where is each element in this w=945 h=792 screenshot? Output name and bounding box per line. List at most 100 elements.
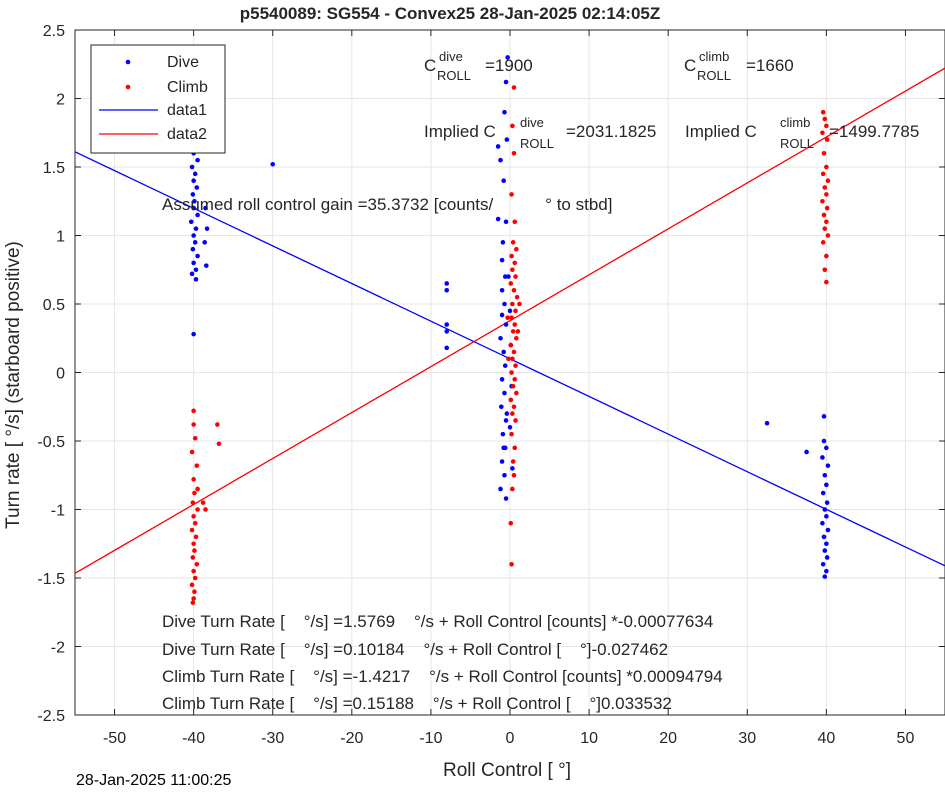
point-climb [192,575,198,581]
point-climb [189,527,195,533]
point-climb [192,589,197,594]
point-dive [188,219,194,225]
roll-subscript: ROLL [437,68,471,83]
chart-title: p5540089: SG554 - Convex25 28-Jan-2025 0… [240,4,661,23]
point-climb [824,219,829,225]
point-dive [820,490,826,496]
point-climb [825,178,831,183]
point-dive [824,445,829,451]
c-letter: C [424,56,436,75]
point-dive [507,308,513,314]
point-climb [506,356,511,362]
point-dive [506,274,511,279]
point-climb [820,171,826,177]
point-climb [215,422,220,427]
point-dive [498,486,503,492]
dive-superscript: dive [439,49,463,64]
point-dive [501,349,506,355]
point-climb [511,472,517,478]
tick-labels: -50 -40 -30 -20 -10 0 10 20 30 40 50-2.5-2-1.5-1-0… [37,23,914,747]
point-climb [820,198,825,204]
point-dive [193,226,199,231]
point-dive [503,219,509,225]
point-climb [509,253,514,259]
point-climb [191,596,196,601]
point-climb [513,274,518,279]
point-climb [512,322,518,327]
point-dive [822,507,828,512]
point-dive [505,55,510,60]
x-tick-label: -10 [419,730,442,747]
point-climb [509,315,514,321]
point-climb [820,130,825,136]
climb-superscript: climb [780,115,810,130]
climb-superscript: climb [699,49,729,64]
point-dive [824,568,829,574]
point-dive [510,466,515,471]
point-dive [193,277,199,282]
point-climb [191,541,196,547]
point-climb [509,562,514,567]
point-dive [500,431,506,437]
c-roll-dive-value: =1900 [485,56,533,75]
point-dive [189,271,195,277]
point-dive [444,281,450,286]
point-dive [495,144,501,149]
point-dive [502,301,507,307]
point-climb [509,431,514,437]
point-dive [444,345,450,351]
point-climb [508,397,514,403]
point-climb [824,164,829,170]
point-dive [500,240,506,245]
point-dive [804,449,809,455]
point-dive [824,541,829,547]
point-climb [512,377,518,382]
point-climb [822,226,828,231]
y-tick-label: 2.5 [43,23,65,40]
point-climb [191,514,196,519]
point-climb [194,562,200,567]
point-climb [511,85,517,90]
point-dive [499,288,505,293]
point-dive [499,377,505,382]
point-dive [504,137,510,142]
implied-label: Implied C [424,122,496,141]
implied-label: Implied C [685,122,757,141]
point-dive [270,161,276,167]
point-climb [189,449,195,455]
point-climb [194,463,200,468]
point-climb [822,267,828,273]
point-climb [514,390,519,396]
x-tick-label: -20 [340,730,363,747]
axes-box [74,29,945,716]
point-climb [515,329,521,334]
point-dive [502,472,507,478]
point-dive [192,171,198,177]
point-climb [514,294,520,300]
fit-equation-climb-counts: Climb Turn Rate [ °/s] =-1.4217 °/s + Ro… [162,667,723,686]
implied-dive-value: =2031.1825 [566,122,656,141]
point-dive [503,496,509,501]
point-dive [502,363,508,368]
point-climb [191,568,196,574]
point-climb [513,308,518,314]
legend: Dive Climb data1 data2 [90,44,226,154]
point-climb [510,267,515,273]
point-climb [825,233,831,238]
y-tick-label: 0 [56,366,65,383]
point-dive [444,329,450,334]
point-dive [824,514,829,519]
x-tick-label: 30 [738,730,756,747]
legend-data2-label: data2 [167,126,207,143]
point-dive [822,574,828,579]
point-climb [195,507,200,512]
point-climb [510,123,515,129]
x-tick-label: -40 [182,730,205,747]
point-climb [510,356,515,362]
point-dive [503,322,509,327]
point-climb [512,445,518,451]
point-dive [764,420,770,426]
roll-subscript: ROLL [520,136,554,151]
point-climb [824,279,829,285]
